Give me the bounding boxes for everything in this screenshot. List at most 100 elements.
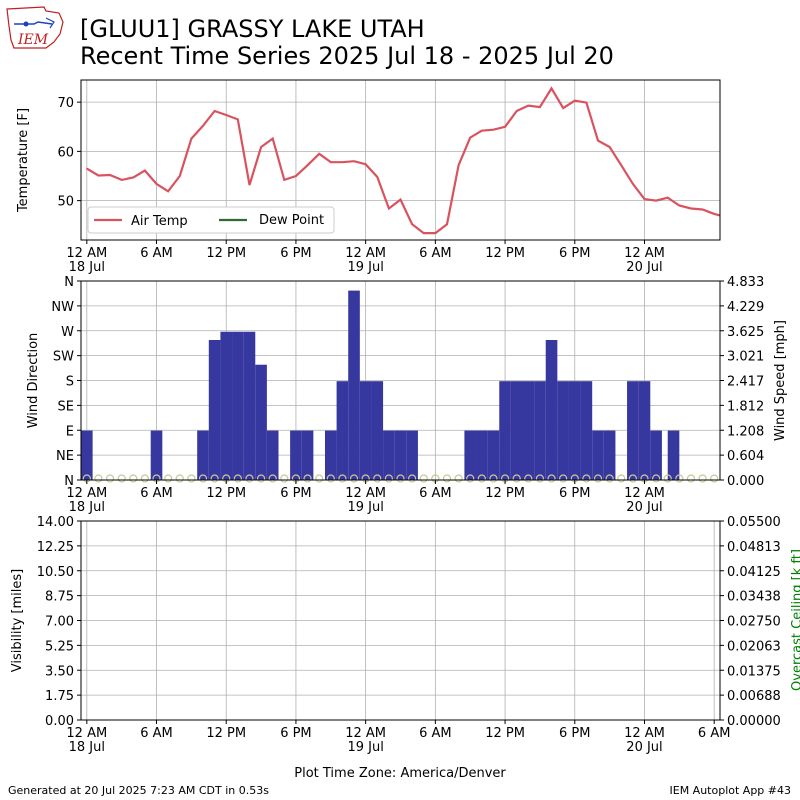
temp-x-tick-label: 6 PM	[559, 246, 590, 261]
air-temp-point	[516, 110, 518, 112]
wind-direction-marker	[303, 474, 312, 483]
air-temp-point	[86, 168, 88, 170]
wind-speed-bar	[383, 430, 395, 480]
wind-y2-tick-label: 2.417	[727, 375, 764, 390]
wind-y2-tick-label: 3.625	[727, 325, 764, 340]
wind-speed-bar	[348, 290, 360, 480]
wind-direction-marker	[605, 474, 614, 483]
wind-direction-marker	[512, 474, 521, 483]
wind-speed-bar	[650, 430, 662, 480]
wind-y-tick-label: W	[61, 325, 74, 340]
wind-speed-bar	[487, 430, 500, 480]
air-temp-point	[527, 105, 529, 107]
air-temp-point	[376, 176, 378, 178]
wind-y2-axis-label: Wind Speed [mph]	[773, 320, 788, 441]
visibility-y2-tick-label: 0.01375	[727, 664, 781, 679]
legend-box	[87, 206, 335, 234]
air-temp-point	[504, 126, 506, 128]
wind-direction-marker	[140, 474, 149, 483]
wind-speed-bar	[208, 340, 221, 480]
air-temp-point	[260, 146, 262, 148]
wind-direction-marker	[164, 474, 173, 483]
air-temp-point	[330, 161, 332, 163]
wind-direction-marker	[559, 474, 568, 483]
app-footer: IEM Autoplot App #43	[669, 784, 792, 797]
wind-direction-marker	[256, 474, 266, 483]
chart-title-line1: [GLUU1] GRASSY LAKE UTAH	[80, 15, 425, 43]
wind-speed-bar	[580, 381, 593, 480]
wind-direction-marker	[210, 474, 219, 483]
wind-direction-marker	[384, 474, 393, 483]
air-temp-point	[97, 174, 100, 177]
wind-direction-marker	[175, 474, 184, 483]
wind-direction-marker	[582, 474, 591, 483]
wind-x-tick-label: 12 AM	[66, 486, 107, 501]
temp-y-axis-label: Temperature [F]	[16, 108, 31, 213]
x-axis-timezone-label: Plot Time Zone: America/Denver	[294, 766, 506, 781]
wind-speed-bar	[359, 381, 372, 480]
wind-direction-marker	[617, 474, 626, 483]
wind-direction-marker	[268, 474, 277, 483]
air-temp-point	[237, 118, 239, 120]
wind-x-tick-label: 12 AM	[345, 486, 386, 501]
legend-air-temp-label: Air Temp	[131, 214, 188, 229]
wind-x-date-label: 19 Jul	[347, 500, 383, 515]
wind-y-tick-label: N	[64, 275, 74, 290]
generated-footer: Generated at 20 Jul 2025 7:23 AM CDT in …	[8, 784, 269, 797]
air-temp-point	[562, 107, 564, 109]
wind-direction-marker	[651, 474, 661, 483]
wind-x-tick-label: 6 AM	[419, 486, 452, 501]
visibility-x-tick-label: 12 AM	[624, 726, 665, 741]
wind-y-axis-label: Wind Direction	[26, 333, 41, 429]
wind-y2-tick-label: 1.208	[727, 424, 764, 439]
temp-x-tick-label: 12 AM	[345, 246, 386, 261]
air-temp-line	[86, 86, 721, 235]
wind-speed-bar	[243, 331, 256, 480]
temp-y-tick-label: 70	[57, 96, 74, 111]
temp-y-tick-label: 60	[57, 145, 74, 160]
air-temp-point	[550, 87, 553, 89]
wind-speed-bar	[406, 430, 418, 480]
air-temp-point	[295, 175, 297, 177]
wind-direction-marker	[419, 474, 428, 483]
visibility-x-date-label: 20 Jul	[626, 740, 662, 755]
air-temp-point	[492, 129, 495, 131]
wind-direction-marker	[373, 474, 382, 483]
wind-speed-bar	[336, 381, 349, 480]
air-temp-point	[446, 223, 448, 225]
wind-y2-tick-label: 4.833	[727, 275, 764, 290]
air-temp-point	[214, 110, 216, 112]
wind-speed-bar	[557, 381, 569, 480]
visibility-y-tick-label: 8.75	[45, 590, 74, 605]
wind-x-tick-label: 6 AM	[140, 486, 173, 501]
wind-direction-marker	[105, 474, 115, 483]
wind-direction-marker	[477, 474, 486, 483]
air-temp-point	[190, 137, 192, 140]
visibility-y2-tick-label: 0.00688	[727, 689, 781, 704]
wind-direction-marker	[524, 474, 533, 483]
visibility-y-tick-label: 10.50	[37, 565, 74, 580]
visibility-y2-tick-label: 0.04813	[727, 540, 781, 555]
wind-speed-bar	[499, 381, 511, 480]
air-temp-point	[353, 160, 355, 162]
wind-speed-bar	[627, 381, 639, 480]
air-temp-point	[341, 161, 344, 163]
air-temp-point	[539, 106, 541, 108]
wind-direction-marker	[547, 474, 556, 483]
wind-direction-marker	[349, 474, 359, 483]
air-temp-point	[365, 163, 367, 165]
wind-y2-tick-label: 4.229	[727, 300, 764, 315]
visibility-y-tick-label: 12.25	[37, 540, 74, 555]
air-temp-point	[655, 200, 657, 202]
air-temp-point	[121, 179, 123, 181]
air-temp-point	[109, 174, 111, 176]
wind-direction-marker	[187, 474, 196, 483]
visibility-y-tick-label: 1.75	[45, 689, 74, 704]
visibility-y2-tick-label: 0.02750	[727, 615, 781, 630]
air-temp-point	[481, 130, 483, 132]
wind-direction-marker	[686, 474, 696, 483]
chart-title-line2: Recent Time Series 2025 Jul 18 - 2025 Ju…	[80, 42, 614, 70]
wind-direction-marker	[698, 474, 707, 483]
air-temp-point	[713, 213, 715, 215]
wind-direction-marker	[117, 474, 126, 483]
